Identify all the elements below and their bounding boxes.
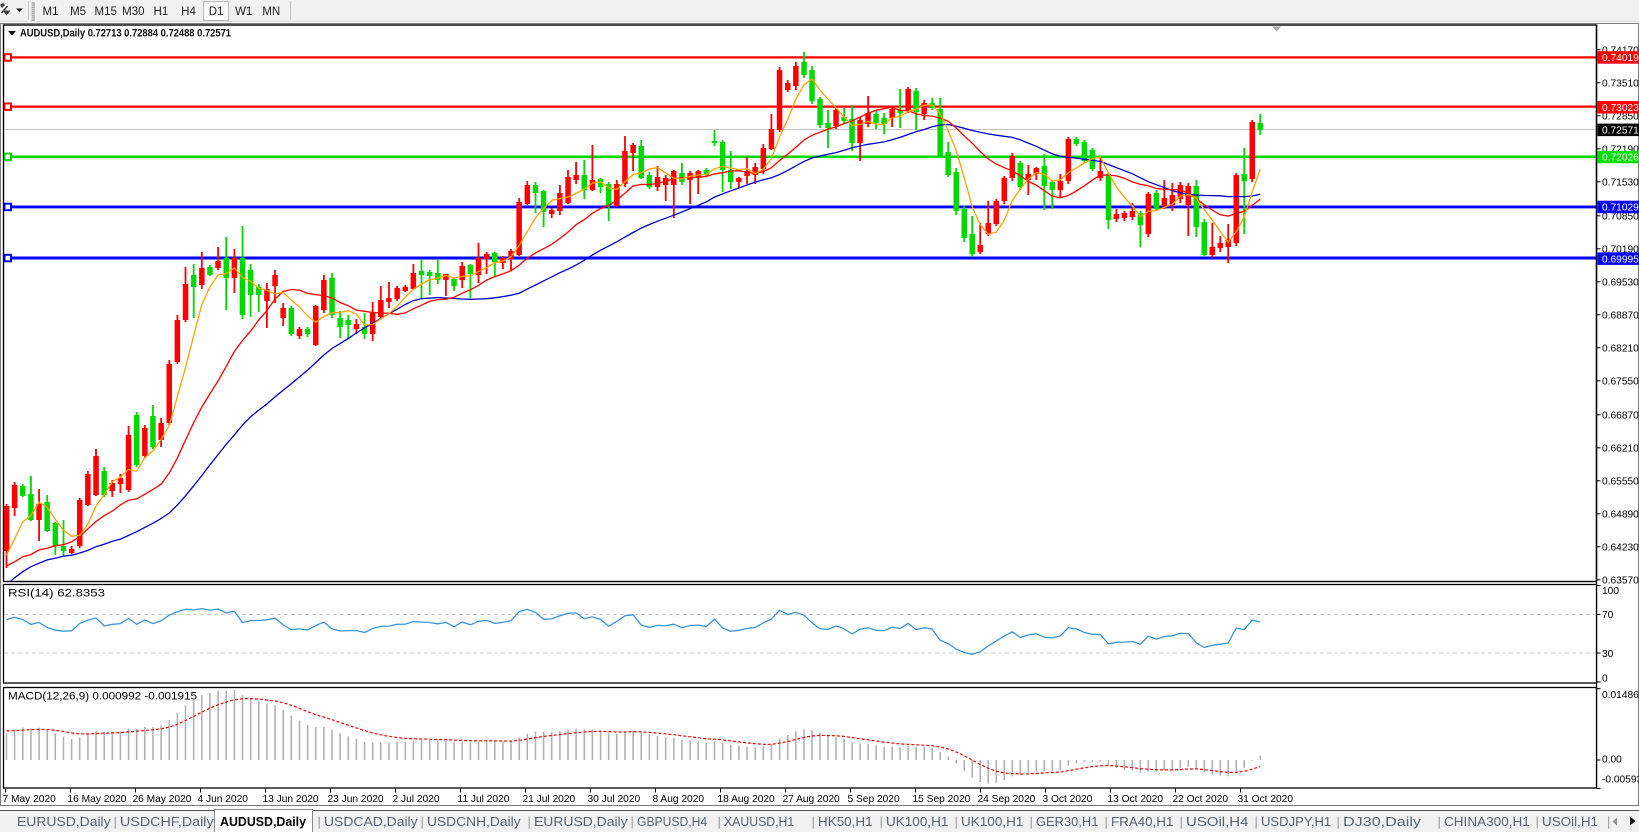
svg-text:USDJPY,H1: USDJPY,H1 [1261,815,1331,829]
svg-text:|: | [1607,814,1610,829]
svg-text:4 Jun 2020: 4 Jun 2020 [198,794,249,805]
svg-text:5 Sep 2020: 5 Sep 2020 [848,794,900,805]
svg-text:GBPUSD,H4: GBPUSD,H4 [637,815,707,829]
svg-text:0.66210: 0.66210 [1602,444,1639,455]
svg-text:AUDUSD,Daily: AUDUSD,Daily [220,815,306,829]
svg-text:100: 100 [1602,586,1619,597]
svg-text:0.74170: 0.74170 [1602,46,1639,57]
svg-text:CHINA300,H1: CHINA300,H1 [1444,815,1530,829]
svg-text:-0.005938: -0.005938 [1602,774,1639,785]
svg-text:18 Aug 2020: 18 Aug 2020 [718,794,776,805]
svg-text:0.68210: 0.68210 [1602,344,1639,355]
svg-text:W1: W1 [235,6,252,18]
svg-text:24 Sep 2020: 24 Sep 2020 [978,794,1036,805]
svg-text:H1: H1 [154,6,169,18]
svg-text:0.67550: 0.67550 [1602,377,1639,388]
svg-text:XAUUSD,H1: XAUUSD,H1 [724,815,794,829]
svg-text:22 Oct 2020: 22 Oct 2020 [1173,794,1229,805]
svg-text:USDCAD,Daily: USDCAD,Daily [324,815,418,829]
svg-text:0.73510: 0.73510 [1602,79,1639,90]
svg-text:0: 0 [1602,674,1608,685]
svg-text:16 May 2020: 16 May 2020 [68,794,127,805]
svg-text:0.74019: 0.74019 [1602,53,1639,64]
svg-text:|: | [421,814,424,829]
svg-text:|: | [880,814,883,829]
svg-text:0.72026: 0.72026 [1602,153,1639,164]
svg-text:27 Aug 2020: 27 Aug 2020 [783,794,841,805]
svg-text:|: | [1180,814,1183,829]
svg-text:UK100,H1: UK100,H1 [961,815,1023,829]
svg-text:15 Sep 2020: 15 Sep 2020 [913,794,971,805]
svg-text:M5: M5 [70,6,86,18]
svg-text:EURUSD,Daily: EURUSD,Daily [17,815,111,829]
svg-text:|: | [1030,814,1033,829]
svg-text:|: | [114,814,117,829]
svg-text:MACD(12,26,9) 0.000992 -0.0019: MACD(12,26,9) 0.000992 -0.001915 [8,691,197,703]
svg-text:D1: D1 [209,6,224,18]
svg-text:7 May 2020: 7 May 2020 [3,794,57,805]
svg-text:11 Jul 2020: 11 Jul 2020 [458,794,510,805]
svg-text:0.70190: 0.70190 [1602,245,1639,256]
svg-text:FRA40,H1: FRA40,H1 [1111,815,1173,829]
svg-text:|: | [1255,814,1258,829]
svg-text:0.71029: 0.71029 [1602,203,1639,214]
svg-text:USDCNH,Daily: USDCNH,Daily [427,815,521,829]
svg-text:31 Oct 2020: 31 Oct 2020 [1238,794,1294,805]
svg-text:|: | [1105,814,1108,829]
svg-text:30 Jul 2020: 30 Jul 2020 [588,794,641,805]
svg-text:0.72850: 0.72850 [1602,112,1639,123]
svg-text:AUDUSD,Daily 0.72713 0.72884: AUDUSD,Daily 0.72713 0.72884 0.72488 0.7… [20,28,231,40]
svg-text:0.71530: 0.71530 [1602,178,1639,189]
svg-text:21 Jul 2020: 21 Jul 2020 [523,794,576,805]
svg-text:|: | [528,814,531,829]
svg-text:0.014861: 0.014861 [1602,690,1639,701]
svg-text:USOil,H1: USOil,H1 [1542,815,1598,829]
svg-text:RSI(14) 62.8353: RSI(14) 62.8353 [8,588,105,600]
svg-text:UK100,H1: UK100,H1 [886,815,948,829]
svg-text:|: | [1337,814,1340,829]
svg-text:MN: MN [262,6,280,18]
svg-text:|: | [955,814,958,829]
svg-text:0.68870: 0.68870 [1602,311,1639,322]
svg-text:13 Oct 2020: 13 Oct 2020 [1108,794,1164,805]
svg-text:M1: M1 [43,6,59,18]
svg-text:M15: M15 [95,6,117,18]
svg-text:0.64230: 0.64230 [1602,543,1639,554]
svg-text:|: | [631,814,634,829]
svg-text:|: | [812,814,815,829]
svg-text:EURUSD,Daily: EURUSD,Daily [534,815,628,829]
svg-text:0.00: 0.00 [1602,755,1622,766]
svg-text:|: | [1536,814,1539,829]
svg-text:USDCHF,Daily: USDCHF,Daily [120,815,214,829]
svg-text:USOil,H4: USOil,H4 [1186,815,1248,829]
svg-text:30: 30 [1602,649,1614,660]
svg-text:0.72190: 0.72190 [1602,145,1639,156]
svg-text:GER30,H1: GER30,H1 [1036,815,1098,829]
svg-text:3 Oct 2020: 3 Oct 2020 [1043,794,1093,805]
svg-text:|: | [318,814,321,829]
svg-text:0.69995: 0.69995 [1602,254,1639,265]
svg-text:26 May 2020: 26 May 2020 [133,794,192,805]
svg-text:0.73023: 0.73023 [1602,103,1639,114]
svg-text:0.69530: 0.69530 [1602,278,1639,289]
svg-text:8 Aug 2020: 8 Aug 2020 [653,794,705,805]
svg-text:M30: M30 [122,6,144,18]
svg-text:0.64890: 0.64890 [1602,510,1639,521]
svg-text:0.70850: 0.70850 [1602,212,1639,223]
svg-text:0.72571: 0.72571 [1602,126,1639,137]
svg-text:0.65550: 0.65550 [1602,477,1639,488]
svg-text:13 Jun 2020: 13 Jun 2020 [263,794,319,805]
svg-text:2 Jul 2020: 2 Jul 2020 [393,794,440,805]
svg-text:70: 70 [1602,610,1614,621]
svg-text:0.66870: 0.66870 [1602,411,1639,422]
svg-text:DJ30,Daily: DJ30,Daily [1343,815,1422,829]
svg-text:H4: H4 [181,6,196,18]
svg-text:|: | [718,814,721,829]
svg-text:23 Jun 2020: 23 Jun 2020 [328,794,384,805]
svg-text:0.63570: 0.63570 [1602,576,1639,587]
svg-text:HK50,H1: HK50,H1 [818,815,873,829]
svg-text:|: | [1438,814,1441,829]
